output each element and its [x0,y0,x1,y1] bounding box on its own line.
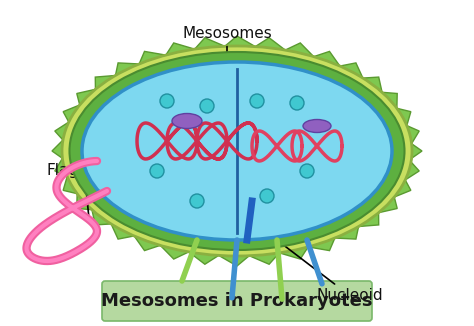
Circle shape [160,94,174,108]
Circle shape [200,99,214,113]
Circle shape [190,194,204,208]
Ellipse shape [82,62,392,240]
Text: Mesosomes in Prokaryotes: Mesosomes in Prokaryotes [101,292,373,310]
Circle shape [250,94,264,108]
FancyBboxPatch shape [102,281,372,321]
Text: Flagellum: Flagellum [47,164,122,216]
Text: Nucleoid: Nucleoid [254,223,383,304]
PathPatch shape [52,36,422,266]
Ellipse shape [303,120,331,132]
Ellipse shape [62,46,412,256]
Circle shape [260,189,274,203]
Text: Mesosomes: Mesosomes [182,26,272,58]
Circle shape [290,96,304,110]
Circle shape [300,164,314,178]
Ellipse shape [70,52,404,250]
Circle shape [150,164,164,178]
Ellipse shape [172,113,202,128]
